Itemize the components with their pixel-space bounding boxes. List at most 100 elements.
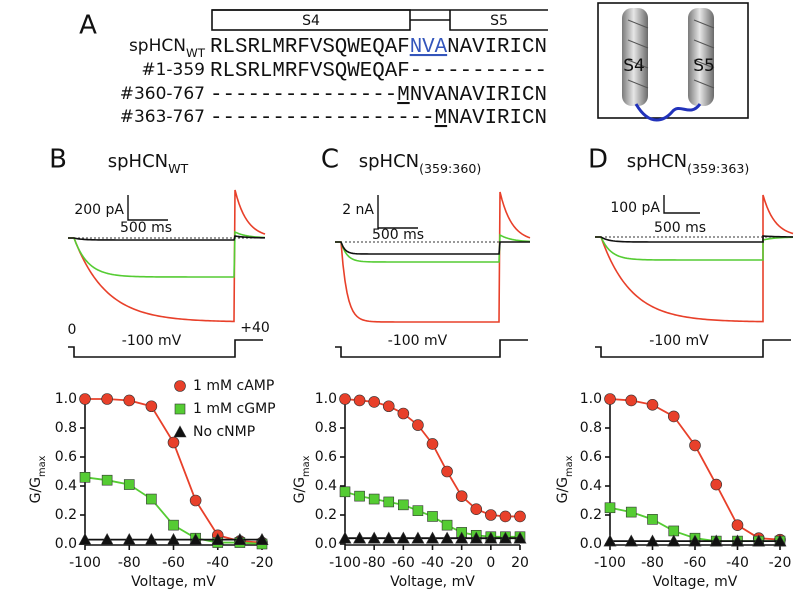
x-tick-label: -80 bbox=[363, 555, 386, 571]
data-point bbox=[425, 531, 440, 544]
current-trace bbox=[335, 233, 531, 263]
x-tick-label: -80 bbox=[641, 555, 664, 571]
data-point bbox=[167, 436, 180, 449]
y-tick-label: 0.8 bbox=[55, 420, 77, 436]
row-label-main: #363-767 bbox=[120, 107, 205, 127]
data-point bbox=[123, 394, 136, 407]
x-axis-label: Voltage, mV bbox=[131, 574, 216, 590]
panel-title-main: spHCN bbox=[108, 151, 168, 172]
seq-part: NAVIRICN bbox=[447, 107, 547, 130]
row-label-main: spHCN bbox=[129, 36, 186, 56]
data-point bbox=[367, 531, 381, 544]
x-tick-label: -60 bbox=[162, 555, 185, 571]
y-tick-label: 1.0 bbox=[55, 391, 77, 407]
row-label-main: #360-767 bbox=[120, 84, 205, 104]
seq-part: NAVIRICN bbox=[447, 36, 547, 59]
data-point bbox=[189, 494, 202, 507]
data-point bbox=[255, 533, 269, 545]
data-point bbox=[441, 519, 453, 531]
data-point bbox=[647, 514, 658, 525]
data-point bbox=[441, 465, 453, 478]
legend-label: 1 mM cGMP bbox=[193, 401, 276, 417]
structure-label: S4 bbox=[623, 56, 645, 76]
row-label-sub: WT bbox=[186, 46, 206, 60]
panel-title-sub: (359:363) bbox=[687, 161, 749, 176]
helix bbox=[688, 8, 714, 106]
domain-label: S4 bbox=[302, 13, 320, 29]
seq-part: NVANAVIRICN bbox=[410, 84, 547, 107]
data-point bbox=[382, 400, 395, 413]
panel-title: spHCN(359:360) bbox=[359, 151, 482, 176]
data-point bbox=[709, 534, 723, 547]
row-label: #363-767 bbox=[120, 107, 205, 127]
panel-title: spHCN(359:363) bbox=[627, 151, 750, 176]
current-trace bbox=[595, 235, 794, 243]
y-tick-label: 0.0 bbox=[55, 536, 77, 552]
series-line bbox=[609, 398, 781, 541]
data-point bbox=[646, 398, 659, 411]
helix-stripes bbox=[627, 19, 715, 89]
current-trace bbox=[595, 236, 794, 261]
seq-mark: NVA bbox=[410, 36, 448, 59]
panel-title-main: spHCN bbox=[359, 151, 419, 172]
data-point bbox=[146, 493, 157, 505]
data-point bbox=[667, 410, 680, 423]
data-point bbox=[412, 419, 424, 431]
current-trace bbox=[595, 194, 794, 323]
holding-label: 0 bbox=[68, 322, 77, 338]
seq-part: ------------------ bbox=[210, 107, 435, 130]
data-point bbox=[383, 496, 395, 508]
scale-bar bbox=[663, 195, 700, 214]
sequence: RLSRLMRFVSQWEQAF----------- bbox=[210, 60, 547, 83]
data-point bbox=[426, 438, 439, 450]
panel-letter: B bbox=[49, 145, 67, 175]
data-point bbox=[144, 533, 158, 545]
legend-marker bbox=[174, 380, 186, 392]
y-axis-label: G/Gmax bbox=[28, 455, 48, 503]
data-point bbox=[470, 503, 483, 516]
legend-label: No cNMP bbox=[193, 424, 255, 440]
data-point bbox=[122, 533, 136, 545]
row-label: #360-767 bbox=[120, 84, 205, 104]
data-point bbox=[338, 531, 352, 544]
x-axis-label: Voltage, mV bbox=[390, 574, 475, 590]
row-label: #1-359 bbox=[141, 60, 205, 80]
current-trace bbox=[335, 241, 530, 255]
data-point bbox=[411, 531, 425, 544]
y-axis-label-sub: max bbox=[301, 455, 312, 477]
x-tick-label: 0 bbox=[486, 555, 495, 571]
y-tick-label: 0.2 bbox=[580, 507, 602, 523]
data-point bbox=[368, 396, 380, 408]
data-point bbox=[689, 439, 701, 452]
data-point bbox=[513, 531, 527, 544]
x-tick-label: -100 bbox=[69, 555, 101, 571]
panel-title-sub: WT bbox=[168, 161, 188, 176]
data-point bbox=[645, 534, 660, 547]
x-tick-label: -20 bbox=[450, 555, 473, 571]
data-point bbox=[688, 534, 702, 547]
scale-time: 500 ms bbox=[120, 220, 172, 236]
scale-time: 500 ms bbox=[654, 220, 706, 236]
data-point bbox=[498, 531, 512, 544]
x-tick-label: -40 bbox=[206, 555, 229, 571]
x-tick-label: -20 bbox=[251, 555, 274, 571]
y-tick-label: 0.6 bbox=[580, 449, 602, 465]
x-tick-label: -20 bbox=[769, 555, 792, 571]
domain-label: S5 bbox=[490, 13, 508, 29]
data-point bbox=[78, 533, 92, 545]
structure-label: S5 bbox=[693, 56, 715, 76]
x-tick-label: -40 bbox=[421, 555, 444, 571]
y-tick-label: 0.4 bbox=[315, 478, 337, 494]
y-axis-label-sub: max bbox=[564, 455, 575, 477]
domain-box bbox=[449, 10, 548, 31]
data-point bbox=[382, 531, 396, 544]
sequence: ---------------MNVANAVIRICN bbox=[210, 84, 547, 107]
data-point bbox=[339, 486, 351, 498]
data-point bbox=[211, 533, 225, 545]
panel-title-sub: (359:360) bbox=[419, 161, 481, 176]
data-point bbox=[484, 531, 498, 544]
data-point bbox=[731, 519, 744, 531]
y-tick-label: 0.0 bbox=[315, 536, 337, 552]
current-trace bbox=[68, 235, 266, 241]
data-point bbox=[368, 493, 380, 505]
